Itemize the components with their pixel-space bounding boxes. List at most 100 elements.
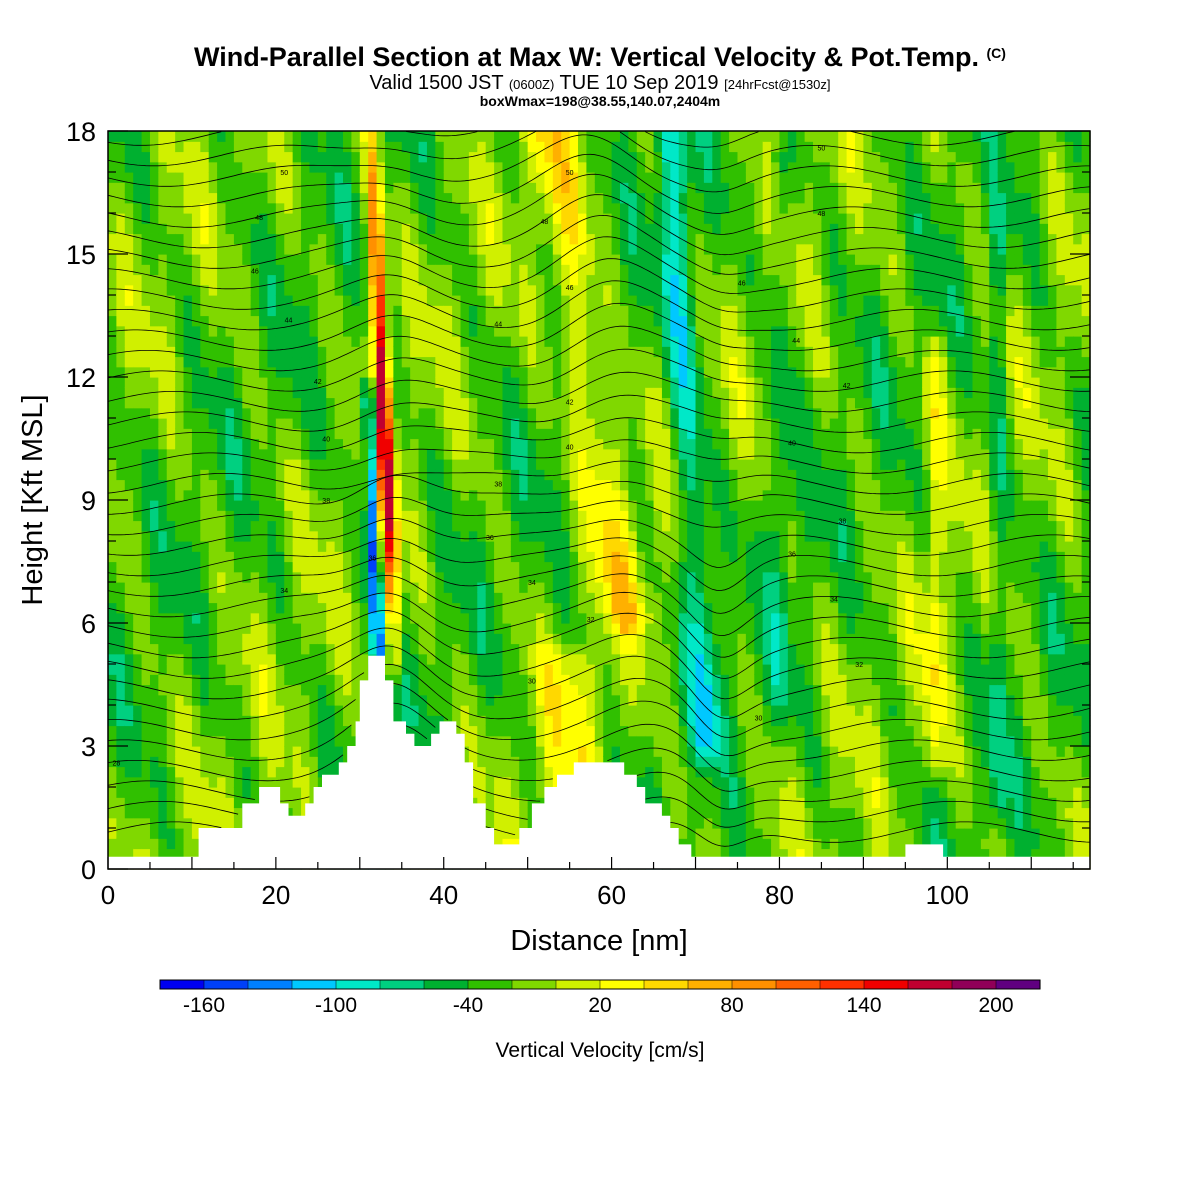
vv-cell [628,387,638,399]
vv-cell [519,807,529,819]
vv-cell [267,141,277,153]
vv-cell [393,428,403,440]
vv-cell [468,479,478,491]
vv-cell [552,684,562,696]
vv-cell [653,387,663,399]
vv-cell [368,151,378,163]
vv-cell [267,366,277,378]
vv-cell [359,602,369,614]
vv-cell [477,325,487,337]
vv-cell [233,428,243,440]
vv-cell [124,418,134,429]
vv-cell [611,469,621,481]
vv-cell [208,705,218,716]
vv-cell [250,623,260,634]
vv-cell [418,664,428,675]
vv-cell [141,254,151,265]
vv-cell [191,797,201,809]
vv-cell [410,172,420,183]
vv-cell [510,418,520,429]
vv-cell [292,643,302,655]
vv-cell [208,469,218,481]
vv-cell [670,807,680,819]
vv-cell [133,756,143,768]
vv-cell [250,407,260,419]
vv-cell [510,633,520,645]
vv-cell [418,192,428,204]
vv-cell [376,510,386,522]
vv-cell [191,131,201,142]
vv-cell [309,366,319,378]
vv-cell [158,694,168,706]
vv-cell [468,418,478,429]
vv-cell [393,418,403,429]
vv-cell [502,582,512,593]
vv-cell [502,366,512,378]
vv-cell [670,541,680,552]
vv-cell [242,592,252,604]
vv-cell [301,274,311,286]
vv-cell [594,602,604,614]
vv-cell [284,459,294,470]
vv-cell [183,315,193,327]
vv-cell [133,233,143,245]
vv-cell [208,448,218,460]
vv-cell [628,131,638,142]
vv-cell [552,674,562,686]
vv-cell [284,397,294,409]
vv-cell [326,213,336,224]
vv-cell [225,653,235,665]
vv-cell [259,315,269,327]
vv-cell [166,213,176,224]
vv-cell [426,448,436,460]
vv-cell [527,551,537,563]
vv-cell [233,459,243,470]
vv-cell [208,336,218,347]
vv-cell [200,172,210,183]
vv-cell [468,336,478,347]
vv-cell [124,530,134,542]
vv-cell [552,397,562,409]
vv-cell [309,510,319,522]
vv-cell [443,428,453,440]
vv-cell [275,182,285,194]
vv-cell [133,336,143,347]
vv-cell [485,520,495,532]
vv-cell [410,305,420,317]
vv-cell [426,141,436,153]
vv-cell [343,653,352,665]
vv-cell [217,510,227,522]
vv-cell [292,664,302,675]
vv-cell [645,243,655,255]
vv-cell [603,725,613,737]
vv-cell [141,438,151,450]
vv-cell [670,202,680,214]
vv-cell [510,571,520,583]
vv-cell [292,407,302,419]
vv-cell [166,787,176,798]
vv-cell [477,264,487,276]
vv-cell [334,643,344,655]
vv-cell [368,172,378,183]
vv-cell [384,664,394,675]
vv-cell [477,500,487,511]
vv-cell [578,602,588,614]
vv-cell [233,325,243,337]
vv-cell [510,520,520,532]
vv-cell [242,500,252,511]
vv-cell [275,551,285,563]
vv-cell [426,705,436,716]
vv-cell [670,377,680,388]
vv-cell [141,243,151,255]
vv-cell [460,192,470,204]
vv-cell [594,192,604,204]
vv-cell [267,305,277,317]
vv-cell [133,664,143,675]
vv-cell [586,387,596,399]
vv-cell [334,161,344,173]
vv-cell [460,592,470,604]
vv-cell [292,213,302,224]
vv-cell [267,264,277,276]
vv-cell [267,233,277,245]
vv-cell [200,551,210,563]
